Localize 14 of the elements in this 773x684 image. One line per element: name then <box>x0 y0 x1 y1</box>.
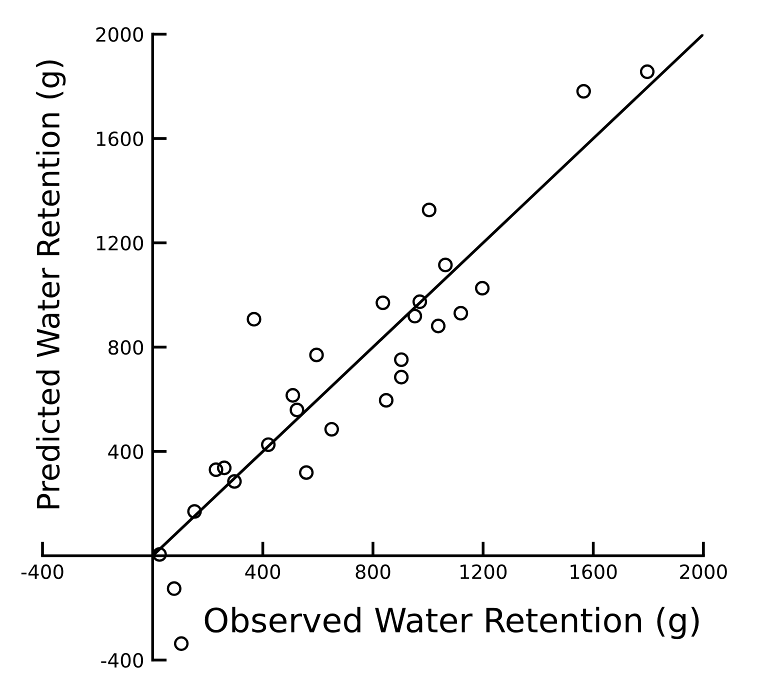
y-tick-label: 800 <box>108 340 144 355</box>
x-axis-title: Observed Water Retention (g) <box>204 606 699 640</box>
y-tick-label: 400 <box>108 444 144 460</box>
x-tick-label: -400 <box>21 564 64 580</box>
y-tick-label: 2000 <box>96 27 144 42</box>
y-axis-title: Predicted Water Retention (g) <box>36 60 66 508</box>
y-tick-label: -400 <box>101 653 144 668</box>
x-tick-label: 2000 <box>680 564 727 580</box>
y-tick-label: 1600 <box>96 131 144 146</box>
x-tick-label: 400 <box>245 564 280 580</box>
x-tick-label: 800 <box>356 564 390 580</box>
x-tick-label: 1200 <box>460 564 507 580</box>
x-tick-label: 1600 <box>570 564 617 580</box>
y-tick-label: 1200 <box>96 236 144 250</box>
